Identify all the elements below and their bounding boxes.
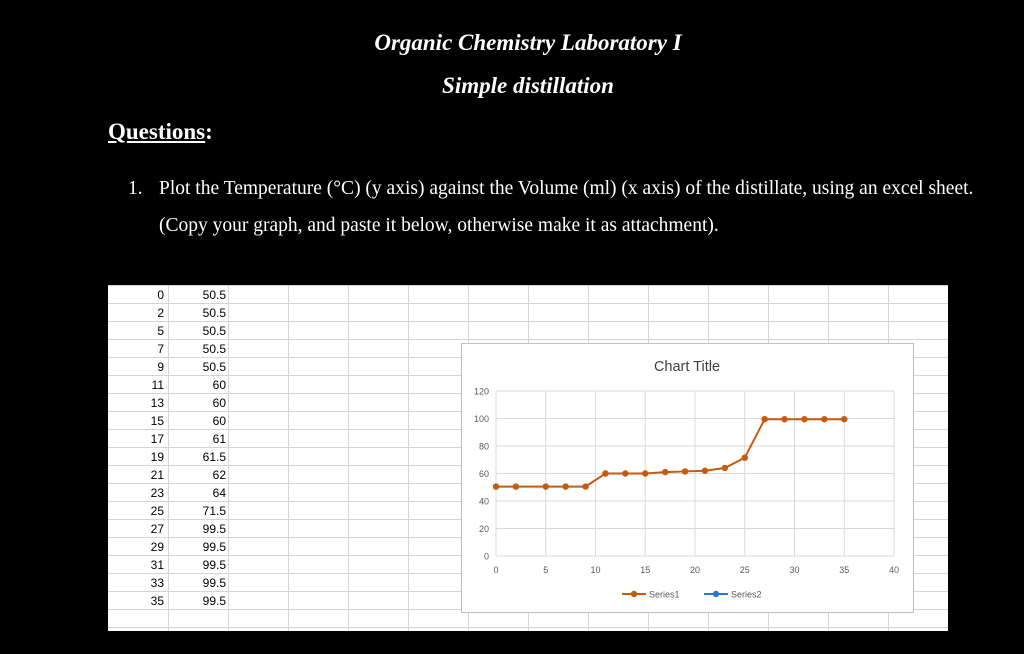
y-tick-label: 20	[479, 524, 489, 534]
data-point	[622, 470, 629, 477]
x-tick-label: 30	[789, 565, 799, 575]
x-tick-label: 5	[543, 565, 548, 575]
cell-volume: 13	[150, 396, 164, 410]
grid-row-line	[108, 627, 948, 628]
data-point	[721, 464, 729, 472]
cell-volume: 7	[157, 342, 164, 356]
question-number: 1.	[128, 178, 143, 199]
excel-chart: Chart Title 0 20 40 60 80 100 120 0 5 10 15 20 25 30 35…	[461, 343, 914, 613]
legend-marker	[712, 590, 720, 598]
legend-label: Series1	[649, 590, 680, 600]
grid-column-line	[408, 283, 409, 631]
cell-volume: 11	[151, 378, 164, 392]
legend-label: Series2	[731, 590, 762, 600]
cell-volume: 29	[150, 540, 164, 554]
grid-column-line	[168, 283, 169, 631]
grid-row-line	[108, 339, 948, 340]
cell-volume: 21	[150, 468, 164, 482]
cell-volume: 19	[150, 450, 164, 464]
cell-temperature: 50.5	[202, 288, 226, 302]
grid-row-line	[108, 321, 948, 322]
y-tick-label: 40	[479, 497, 489, 507]
cell-temperature: 99.5	[202, 558, 226, 572]
cell-temperature: 50.5	[202, 342, 226, 356]
data-point	[661, 468, 669, 476]
cell-volume: 31	[150, 558, 164, 572]
document-title: Organic Chemistry Laboratory I	[374, 30, 682, 55]
y-tick-label: 0	[484, 552, 489, 562]
x-tick-label: 15	[640, 565, 650, 575]
cell-temperature: 62	[212, 468, 226, 482]
grid-column-line	[228, 283, 229, 631]
data-point	[642, 470, 649, 477]
data-point	[801, 415, 808, 423]
cell-volume: 27	[150, 522, 164, 536]
cell-volume: 35	[150, 594, 164, 608]
data-point	[602, 470, 609, 477]
data-point	[512, 483, 520, 490]
questions-heading: Questions:	[108, 119, 213, 145]
y-tick-label: 120	[474, 387, 489, 397]
cell-volume: 0	[157, 288, 164, 302]
cell-temperature: 99.5	[202, 576, 226, 590]
x-tick-label: 40	[889, 565, 899, 575]
x-tick-label: 0	[493, 565, 498, 575]
data-point	[761, 415, 768, 423]
spreadsheet-image: 0 50.5 2 50.5 5 50.5 7 50.5 9 50.5 11 60 13 60 15 60 17 6…	[108, 283, 948, 631]
cell-temperature: 99.5	[202, 540, 226, 554]
cell-volume: 5	[157, 324, 164, 338]
x-tick-label: 35	[839, 565, 849, 575]
data-point	[821, 415, 828, 423]
cell-temperature: 99.5	[202, 594, 226, 608]
questions-heading-colon: :	[205, 119, 213, 144]
cell-temperature: 71.5	[202, 504, 226, 518]
series-line	[496, 418, 845, 488]
x-tick-label: 10	[590, 565, 600, 575]
document-subtitle: Simple distillation	[442, 73, 614, 98]
cell-volume: 9	[157, 360, 164, 374]
cell-temperature: 50.5	[202, 306, 226, 320]
data-point	[701, 467, 709, 474]
data-point	[492, 483, 500, 490]
question-text: Plot the Temperature (°C) (y axis) again…	[159, 178, 974, 236]
cell-volume: 17	[150, 432, 164, 446]
chart-svg: Chart Title 0 20 40 60 80 100 120 0 5 10 15 20 25 30 35…	[474, 359, 899, 600]
data-point	[542, 483, 549, 490]
cell-temperature: 61	[212, 432, 226, 446]
cell-volume: 23	[150, 486, 164, 500]
cell-temperature: 50.5	[202, 360, 226, 374]
grid-row-line	[108, 303, 948, 304]
cell-temperature: 64	[212, 486, 226, 500]
questions-heading-text: Questions	[108, 119, 206, 144]
data-point	[681, 468, 689, 475]
legend-marker	[630, 590, 638, 598]
data-point	[741, 454, 748, 461]
data-point	[582, 483, 589, 490]
y-tick-label: 80	[479, 442, 489, 452]
y-tick-label: 60	[479, 469, 489, 479]
x-tick-label: 25	[740, 565, 750, 575]
cell-temperature: 60	[212, 396, 226, 410]
data-point	[562, 483, 569, 490]
x-tick-label: 20	[690, 565, 700, 575]
grid-column-line	[288, 283, 289, 631]
cropped-header-strip	[108, 283, 948, 285]
grid-row-line	[108, 285, 948, 286]
cell-volume: 15	[150, 414, 164, 428]
cell-temperature: 50.5	[202, 324, 226, 338]
cell-volume: 25	[150, 504, 164, 518]
grid-column-line	[348, 283, 349, 631]
data-point	[781, 415, 788, 423]
cell-temperature: 99.5	[202, 522, 226, 536]
cell-temperature: 61.5	[202, 450, 226, 464]
cell-volume: 33	[150, 576, 164, 590]
y-tick-label: 100	[474, 414, 489, 424]
cell-temperature: 60	[212, 414, 226, 428]
cell-volume: 2	[157, 306, 164, 320]
cell-temperature: 60	[212, 378, 226, 392]
data-point	[841, 415, 848, 423]
chart-title: Chart Title	[654, 359, 720, 375]
